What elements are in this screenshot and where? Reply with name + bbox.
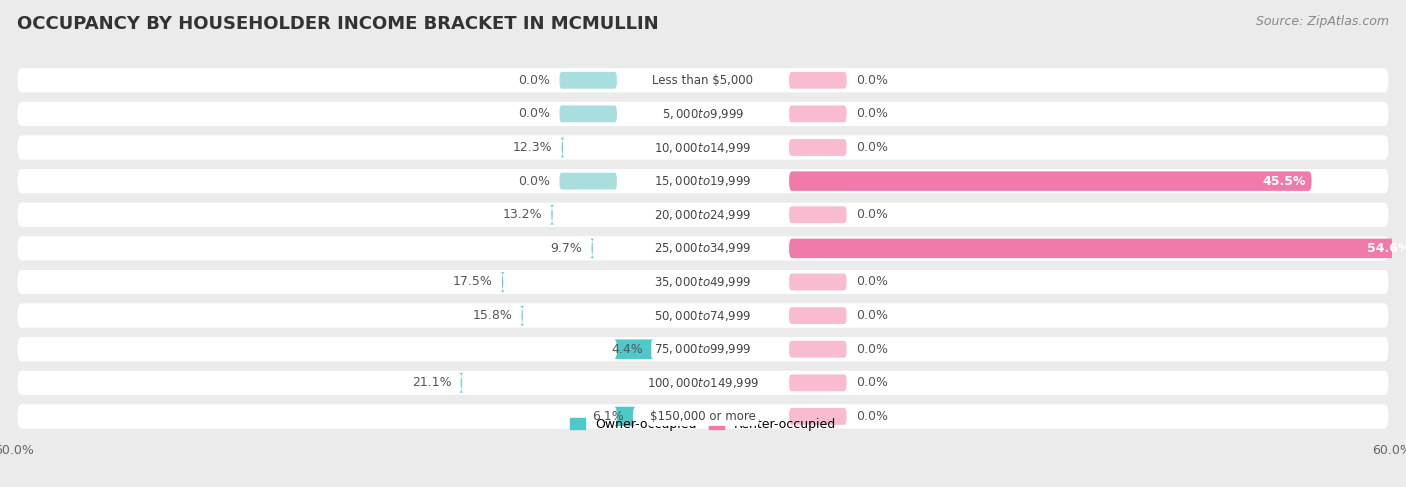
FancyBboxPatch shape — [501, 272, 505, 292]
FancyBboxPatch shape — [789, 72, 846, 89]
FancyBboxPatch shape — [789, 341, 846, 357]
FancyBboxPatch shape — [614, 339, 655, 359]
FancyBboxPatch shape — [17, 68, 1389, 93]
FancyBboxPatch shape — [789, 171, 1312, 191]
FancyBboxPatch shape — [17, 371, 1389, 395]
Text: 12.3%: 12.3% — [513, 141, 553, 154]
FancyBboxPatch shape — [560, 138, 565, 157]
FancyBboxPatch shape — [17, 203, 1389, 227]
Text: Source: ZipAtlas.com: Source: ZipAtlas.com — [1256, 15, 1389, 28]
FancyBboxPatch shape — [789, 408, 846, 425]
Text: 0.0%: 0.0% — [856, 108, 887, 120]
Text: 0.0%: 0.0% — [856, 141, 887, 154]
Text: $150,000 or more: $150,000 or more — [650, 410, 756, 423]
Text: $15,000 to $19,999: $15,000 to $19,999 — [654, 174, 752, 188]
FancyBboxPatch shape — [789, 139, 846, 156]
Text: 0.0%: 0.0% — [856, 343, 887, 356]
FancyBboxPatch shape — [789, 375, 846, 391]
Text: 54.6%: 54.6% — [1367, 242, 1406, 255]
Text: $35,000 to $49,999: $35,000 to $49,999 — [654, 275, 752, 289]
FancyBboxPatch shape — [520, 306, 524, 325]
FancyBboxPatch shape — [17, 303, 1389, 328]
Text: $100,000 to $149,999: $100,000 to $149,999 — [647, 376, 759, 390]
FancyBboxPatch shape — [17, 337, 1389, 361]
FancyBboxPatch shape — [591, 239, 595, 258]
FancyBboxPatch shape — [789, 206, 846, 223]
Text: $10,000 to $14,999: $10,000 to $14,999 — [654, 141, 752, 154]
FancyBboxPatch shape — [789, 274, 846, 290]
FancyBboxPatch shape — [789, 307, 846, 324]
Text: 0.0%: 0.0% — [519, 74, 550, 87]
Text: Less than $5,000: Less than $5,000 — [652, 74, 754, 87]
Text: 0.0%: 0.0% — [856, 376, 887, 389]
Text: 6.1%: 6.1% — [592, 410, 624, 423]
Legend: Owner-occupied, Renter-occupied: Owner-occupied, Renter-occupied — [565, 413, 841, 436]
FancyBboxPatch shape — [614, 407, 636, 426]
Text: 0.0%: 0.0% — [856, 410, 887, 423]
Text: 45.5%: 45.5% — [1263, 175, 1306, 187]
Text: $25,000 to $34,999: $25,000 to $34,999 — [654, 242, 752, 255]
Text: $20,000 to $24,999: $20,000 to $24,999 — [654, 208, 752, 222]
Text: $5,000 to $9,999: $5,000 to $9,999 — [662, 107, 744, 121]
FancyBboxPatch shape — [550, 205, 554, 225]
Text: 17.5%: 17.5% — [453, 276, 494, 288]
FancyBboxPatch shape — [17, 169, 1389, 193]
FancyBboxPatch shape — [17, 270, 1389, 294]
Text: 9.7%: 9.7% — [551, 242, 582, 255]
FancyBboxPatch shape — [17, 135, 1389, 160]
Text: 15.8%: 15.8% — [472, 309, 512, 322]
Text: 0.0%: 0.0% — [856, 74, 887, 87]
FancyBboxPatch shape — [789, 106, 846, 122]
Text: 21.1%: 21.1% — [412, 376, 451, 389]
Text: 0.0%: 0.0% — [856, 309, 887, 322]
Text: OCCUPANCY BY HOUSEHOLDER INCOME BRACKET IN MCMULLIN: OCCUPANCY BY HOUSEHOLDER INCOME BRACKET … — [17, 15, 658, 33]
FancyBboxPatch shape — [560, 106, 617, 122]
Text: $75,000 to $99,999: $75,000 to $99,999 — [654, 342, 752, 356]
FancyBboxPatch shape — [17, 236, 1389, 261]
Text: 0.0%: 0.0% — [856, 276, 887, 288]
FancyBboxPatch shape — [560, 72, 617, 89]
FancyBboxPatch shape — [17, 404, 1389, 429]
FancyBboxPatch shape — [789, 239, 1406, 258]
Text: 0.0%: 0.0% — [856, 208, 887, 221]
Text: 0.0%: 0.0% — [519, 108, 550, 120]
FancyBboxPatch shape — [458, 373, 464, 393]
FancyBboxPatch shape — [17, 102, 1389, 126]
Text: 13.2%: 13.2% — [502, 208, 543, 221]
Text: 4.4%: 4.4% — [612, 343, 644, 356]
FancyBboxPatch shape — [560, 173, 617, 189]
Text: 0.0%: 0.0% — [519, 175, 550, 187]
Text: $50,000 to $74,999: $50,000 to $74,999 — [654, 309, 752, 322]
